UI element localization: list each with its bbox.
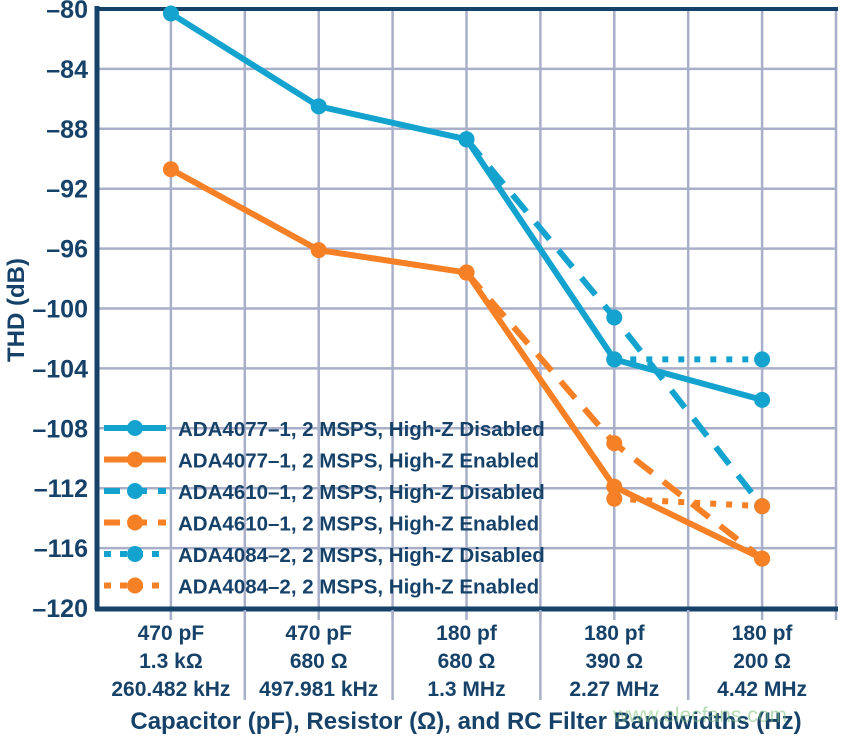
category-bandwidth: 4.42 MHz bbox=[717, 678, 807, 701]
series-3 bbox=[458, 264, 771, 567]
x-axis-category-labels: 470 pF 1.3 kΩ 260.482 kHz 470 pF 680 Ω 497.98… bbox=[111, 610, 807, 701]
data-point-marker bbox=[606, 309, 623, 326]
category-bandwidth: 260.482 kHz bbox=[111, 678, 230, 701]
category-bandwidth: 2.27 MHz bbox=[569, 678, 659, 701]
legend-item-label: ADA4084–2, 2 MSPS, High-Z Enabled bbox=[178, 576, 539, 599]
legend-item-2[interactable]: ADA4610–1, 2 MSPS, High-Z Disabled bbox=[104, 481, 545, 504]
legend-item-5[interactable]: ADA4084–2, 2 MSPS, High-Z Enabled bbox=[104, 576, 539, 599]
category-capacitor: 180 pf bbox=[732, 622, 794, 645]
data-point-marker bbox=[310, 242, 327, 259]
y-tick-label: –108 bbox=[32, 415, 88, 443]
category-resistor: 680 Ω bbox=[290, 650, 348, 673]
y-tick-label: –88 bbox=[46, 116, 88, 144]
category-label-4: 180 pf 200 Ω 4.42 MHz bbox=[717, 622, 807, 701]
category-resistor: 390 Ω bbox=[585, 650, 643, 673]
y-tick-label: –80 bbox=[46, 0, 88, 24]
legend-swatch-marker bbox=[127, 451, 143, 468]
data-point-marker bbox=[458, 131, 475, 148]
series-4 bbox=[606, 351, 771, 368]
legend-swatch-marker bbox=[127, 577, 143, 594]
axis-frame bbox=[94, 6, 838, 612]
data-point-marker bbox=[606, 351, 623, 368]
category-capacitor: 180 pf bbox=[584, 622, 646, 645]
legend-item-3[interactable]: ADA4610–1, 2 MSPS, High-Z Enabled bbox=[104, 513, 539, 536]
legend-item-4[interactable]: ADA4084–2, 2 MSPS, High-Z Disabled bbox=[104, 544, 545, 567]
legend-item-label: ADA4610–1, 2 MSPS, High-Z Disabled bbox=[178, 481, 545, 504]
data-point-marker bbox=[310, 98, 327, 115]
data-point-marker bbox=[754, 391, 771, 408]
data-point-marker bbox=[162, 161, 179, 178]
legend-item-label: ADA4077–1, 2 MSPS, High-Z Disabled bbox=[178, 418, 545, 441]
category-bandwidth: 1.3 MHz bbox=[427, 678, 505, 701]
legend-swatch-marker bbox=[127, 514, 143, 531]
data-point-marker bbox=[162, 5, 179, 22]
legend-item-1[interactable]: ADA4077–1, 2 MSPS, High-Z Enabled bbox=[104, 450, 539, 473]
category-capacitor: 470 pF bbox=[138, 622, 205, 645]
data-point-marker bbox=[606, 435, 623, 452]
y-axis-title: THD (dB) bbox=[3, 258, 30, 362]
category-bandwidth: 497.981 kHz bbox=[259, 678, 378, 701]
x-axis-title: Capacitor (pF), Resistor (Ω), and RC Fil… bbox=[130, 708, 801, 735]
category-resistor: 680 Ω bbox=[438, 650, 496, 673]
y-tick-label: –84 bbox=[46, 56, 88, 84]
y-tick-label: –92 bbox=[46, 176, 88, 204]
legend-swatch-marker bbox=[127, 420, 143, 436]
category-label-2: 180 pf 680 Ω 1.3 MHz bbox=[427, 622, 505, 701]
category-capacitor: 180 pf bbox=[436, 622, 498, 645]
category-resistor: 1.3 kΩ bbox=[139, 650, 203, 673]
data-point-marker bbox=[606, 478, 623, 495]
data-point-marker bbox=[458, 264, 475, 281]
category-capacitor: 470 pF bbox=[285, 622, 352, 645]
legend-item-0[interactable]: ADA4077–1, 2 MSPS, High-Z Disabled bbox=[104, 418, 545, 441]
legend-item-label: ADA4084–2, 2 MSPS, High-Z Disabled bbox=[178, 544, 545, 567]
data-point-marker bbox=[606, 490, 623, 507]
vertical-gridlines bbox=[169, 9, 838, 620]
y-tick-label: –100 bbox=[32, 296, 88, 324]
legend-swatch-marker bbox=[127, 546, 143, 562]
y-tick-label: –120 bbox=[32, 595, 88, 623]
data-point-marker bbox=[754, 498, 771, 515]
category-label-0: 470 pF 1.3 kΩ 260.482 kHz bbox=[111, 622, 230, 701]
chart-legend: ADA4077–1, 2 MSPS, High-Z Disabled ADA407… bbox=[104, 418, 545, 599]
data-point-marker bbox=[754, 550, 771, 567]
category-resistor: 200 Ω bbox=[733, 650, 791, 673]
y-axis-tick-labels: –80 –84 –88 –92 –96 –100 –104 –108 –112 –116 –120 bbox=[32, 0, 88, 623]
data-point-marker bbox=[754, 351, 771, 368]
y-tick-label: –104 bbox=[32, 355, 88, 383]
legend-item-label: ADA4077–1, 2 MSPS, High-Z Enabled bbox=[178, 450, 539, 473]
watermark-text: www.elecfans.com bbox=[612, 704, 787, 727]
y-tick-label: –96 bbox=[46, 236, 88, 264]
legend-swatch-marker bbox=[127, 483, 143, 499]
category-label-1: 470 pF 680 Ω 497.981 kHz bbox=[259, 622, 378, 701]
legend-item-label: ADA4610–1, 2 MSPS, High-Z Enabled bbox=[178, 513, 539, 536]
y-tick-label: –112 bbox=[34, 475, 88, 503]
y-tick-label: –116 bbox=[34, 535, 88, 563]
data-series-layer bbox=[162, 5, 771, 567]
category-label-3: 180 pf 390 Ω 2.27 MHz bbox=[569, 622, 659, 701]
series-5 bbox=[606, 490, 771, 515]
